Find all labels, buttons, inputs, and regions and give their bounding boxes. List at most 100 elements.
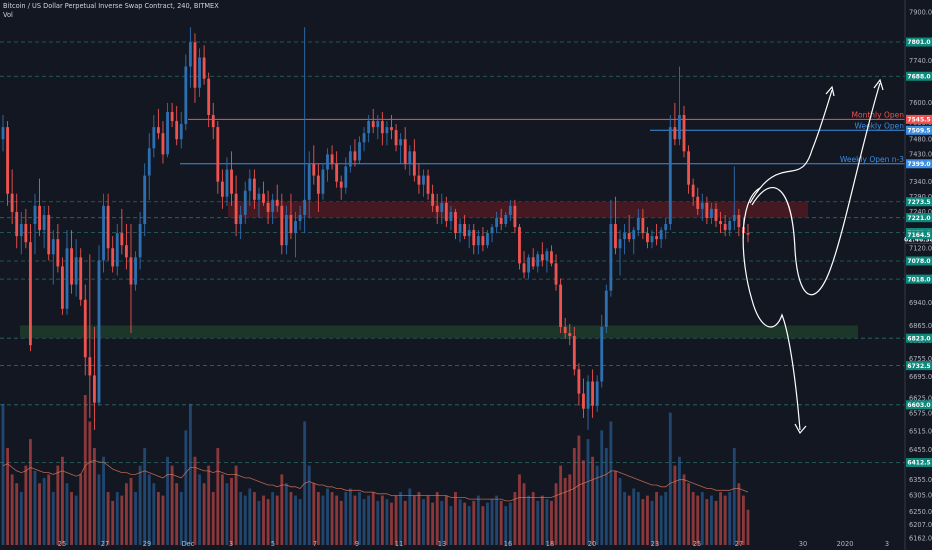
candle-body <box>531 257 535 267</box>
candle-body <box>316 175 320 194</box>
candle-body <box>42 214 46 231</box>
candle-body <box>312 163 316 176</box>
volume-bar <box>56 465 60 545</box>
candle-body <box>207 78 211 116</box>
candle-body <box>321 169 325 194</box>
level-tag-label: 6823.0 <box>907 335 930 342</box>
candle-body <box>540 254 544 261</box>
y-tick-label: 6455.0 <box>909 446 932 454</box>
y-tick-label: 7430.0 <box>909 151 932 159</box>
y-tick-label: 6865.0 <box>909 322 932 330</box>
level-tag-label: 7688.0 <box>907 73 930 80</box>
x-tick-label: 9 <box>355 540 359 548</box>
volume-bar <box>124 483 128 545</box>
candle-body <box>650 236 654 243</box>
candle-body <box>188 42 192 67</box>
volume-bar <box>321 495 325 545</box>
volume-bar <box>554 483 558 545</box>
volume-bar <box>143 447 147 545</box>
candle-body <box>673 127 677 140</box>
candle-body <box>691 184 695 197</box>
volume-bar <box>586 439 590 545</box>
level-tag-label: 7078.0 <box>907 258 930 265</box>
candle-body <box>61 266 64 309</box>
volume-bar <box>527 495 531 545</box>
candle-body <box>79 257 83 300</box>
candle-body <box>358 142 361 161</box>
candle-body <box>161 133 165 155</box>
volume-bar <box>426 495 430 545</box>
volume-bar <box>15 483 19 545</box>
candle-body <box>225 169 229 197</box>
volume-bar <box>582 460 585 545</box>
volume-bar <box>723 495 727 545</box>
candle-body <box>591 381 595 406</box>
y-tick-label: 6207.0 <box>909 521 932 529</box>
candle-body <box>577 369 581 394</box>
volume-bar <box>545 499 549 545</box>
volume-bar <box>83 395 87 545</box>
volume-bar <box>705 499 709 545</box>
level-tag <box>906 274 932 284</box>
monthly-open-label: Monthly Open <box>852 110 905 119</box>
x-tick-label: 11 <box>395 540 403 548</box>
volume-bar <box>271 492 275 545</box>
candle-body <box>444 202 448 221</box>
candle-body <box>609 224 613 291</box>
volume-bar <box>348 488 352 545</box>
level-tag-label: 6412.5 <box>907 460 930 467</box>
volume-bar <box>284 483 288 545</box>
level-tag-label: 7545.5 <box>907 117 930 124</box>
level-tag-label: 6732.5 <box>907 363 930 370</box>
candle-body <box>24 224 28 243</box>
price-tags: 7801.0 7688.0 7545.5 7509.5 7399.0 7273.5 7221… <box>904 37 932 467</box>
candle-body <box>111 248 115 267</box>
level-tag <box>906 125 932 135</box>
volume-bar <box>358 492 361 545</box>
volume-bar <box>65 483 69 545</box>
volume-bar <box>449 506 453 545</box>
volume-bar <box>129 477 133 545</box>
volume-bar <box>531 492 535 545</box>
volume-bar <box>486 502 489 545</box>
volume-bar <box>51 492 55 545</box>
volume-bar <box>289 492 293 545</box>
candle-body <box>175 121 179 140</box>
level-tag <box>906 400 932 410</box>
volume-bar <box>266 499 270 545</box>
level-tag-label: 6603.0 <box>907 402 930 409</box>
candle-body <box>659 230 663 240</box>
level-tag-label: 7509.5 <box>907 128 930 135</box>
volume-bar <box>504 506 508 545</box>
volume-bar <box>746 509 750 545</box>
x-tick-label: 27 <box>735 540 743 548</box>
volume-bar <box>513 492 517 545</box>
y-tick-label: 7480.0 <box>909 136 932 144</box>
candle-body <box>280 205 284 246</box>
volume-bar <box>636 492 640 545</box>
candlesticks <box>1 27 750 430</box>
volume-bar <box>385 499 389 545</box>
volume-bar <box>312 483 316 545</box>
candle-body <box>243 190 247 215</box>
open-lines: Monthly Open Weekly Open Weekly Open n-3 <box>180 110 905 165</box>
weekly-open-label: Weekly Open <box>855 121 905 130</box>
volume-bar <box>623 492 627 545</box>
volume-bar <box>38 483 41 545</box>
y-tick-label: 6162.0 <box>909 535 932 543</box>
candle-body <box>129 257 133 285</box>
volume-bar <box>339 500 343 545</box>
candle-body <box>399 139 403 146</box>
volume-bar <box>134 492 137 545</box>
candle-body <box>403 139 407 164</box>
candle-body <box>737 214 741 228</box>
level-tag <box>906 333 932 343</box>
volume-bar <box>166 456 169 545</box>
volume-bar <box>454 492 457 545</box>
volume-bar <box>184 430 188 545</box>
candle-body <box>422 175 425 185</box>
volume-bar <box>614 470 617 545</box>
candle-body <box>390 127 393 131</box>
candle-body <box>92 375 96 403</box>
